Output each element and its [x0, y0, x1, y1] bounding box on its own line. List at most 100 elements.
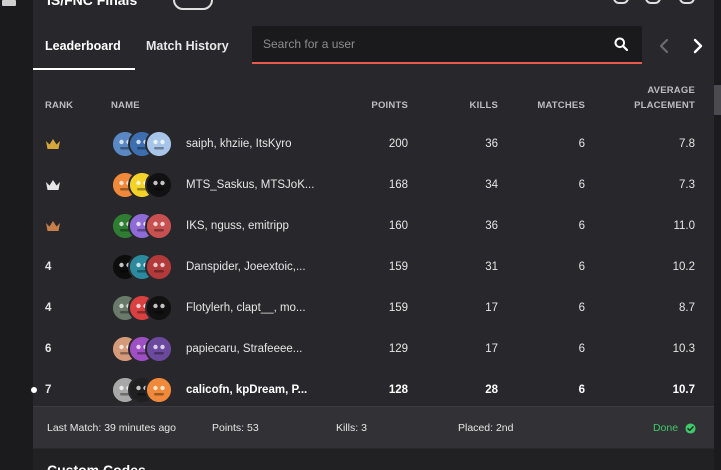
- chevron-left-icon[interactable]: [653, 34, 677, 58]
- avatar[interactable]: [145, 130, 173, 158]
- left-sidebar-strip: [0, 0, 33, 470]
- active-tab-underline: [33, 68, 135, 70]
- points-value: 159: [388, 302, 408, 314]
- user-search: [252, 26, 642, 64]
- team-avatars: [111, 130, 173, 158]
- current-user-indicator: [31, 387, 37, 393]
- avatar[interactable]: [145, 171, 173, 199]
- search-input[interactable]: [263, 26, 603, 62]
- team-avatars: [111, 376, 173, 404]
- points-value: 129: [388, 343, 408, 355]
- matches-value: 6: [578, 302, 585, 314]
- last-match-points: Points: 53: [212, 422, 259, 434]
- avatar[interactable]: [145, 335, 173, 363]
- average-placement-value: 7.8: [679, 138, 695, 150]
- team-names[interactable]: Danspider, Joeextoic,...: [186, 261, 306, 273]
- table-row[interactable]: 7 calicofn,: [31, 370, 714, 411]
- avatar-face-icon: [147, 378, 171, 402]
- avatar[interactable]: [145, 212, 173, 240]
- team-names[interactable]: Flotylerh, clapt__, mo...: [186, 302, 306, 314]
- crown-icon: [46, 221, 60, 231]
- avatar-face-icon: [147, 173, 171, 197]
- table-row[interactable]: 6 papiecaru: [33, 329, 714, 370]
- rank-number: 4: [45, 302, 52, 314]
- team-names[interactable]: IKS, nguss, emitripp: [186, 220, 289, 232]
- avatar[interactable]: [145, 253, 173, 281]
- team-names[interactable]: MTS_Saskus, MTSJoK...: [186, 179, 315, 191]
- kills-value: 36: [485, 220, 498, 232]
- avatar[interactable]: [145, 376, 173, 404]
- column-name[interactable]: NAME: [111, 100, 140, 111]
- average-placement-value: 7.3: [679, 179, 695, 191]
- column-average-line2: PLACEMENT: [634, 100, 695, 111]
- avatar-face-icon: [147, 337, 171, 361]
- match-status-label: Done: [652, 422, 679, 434]
- avatar-face-icon: [147, 132, 171, 156]
- column-kills[interactable]: KILLS: [469, 100, 498, 111]
- sidebar-glyph-icon[interactable]: [2, 0, 16, 6]
- crown-icon: [46, 139, 60, 149]
- crown-icon: [46, 180, 60, 190]
- team-names[interactable]: saiph, khziie, ItsKyro: [186, 138, 292, 150]
- column-matches[interactable]: MATCHES: [537, 100, 585, 111]
- panel-title: IS/FNC Finals: [47, 0, 138, 8]
- table-row[interactable]: 4 Flotylerh: [33, 288, 714, 329]
- scrollbar-thumb[interactable]: [714, 85, 721, 115]
- team-avatars: [111, 212, 173, 240]
- kills-value: 34: [485, 179, 498, 191]
- rank-number: 6: [45, 343, 52, 355]
- average-placement-value: 10.3: [672, 343, 695, 355]
- team-avatars: [111, 335, 173, 363]
- kills-value: 31: [485, 261, 498, 273]
- team-avatars: [111, 171, 173, 199]
- table-row[interactable]: 4 Danspider: [33, 247, 714, 288]
- avatar-face-icon: [147, 296, 171, 320]
- team-avatars: [111, 294, 173, 322]
- tab-leaderboard-label: Leaderboard: [45, 39, 121, 53]
- expand-icon[interactable]: [679, 0, 695, 4]
- rank-number: 7: [45, 384, 52, 396]
- avatar[interactable]: [145, 294, 173, 322]
- match-status: Done: [653, 407, 696, 449]
- check-circle-icon: [685, 423, 696, 434]
- team-names[interactable]: calicofn, kpDream, P...: [186, 384, 308, 396]
- share-icon[interactable]: [645, 0, 661, 4]
- table-header: RANK NAME POINTS KILLS MATCHES AVERAGE P…: [33, 78, 714, 118]
- table-row[interactable]: MTS_Saskus, MTSJoK... 168 34 6 7.3: [33, 165, 714, 206]
- leaderboard-panel: IS/FNC Finals Leaderboard Match History: [31, 0, 714, 470]
- rank-number: 4: [45, 261, 52, 273]
- panel-header: IS/FNC Finals: [33, 0, 714, 12]
- scrollbar-track[interactable]: [714, 0, 721, 470]
- player-count-badge: [173, 0, 213, 10]
- team-avatars: [111, 253, 173, 281]
- refresh-icon[interactable]: [613, 0, 629, 4]
- team-names[interactable]: papiecaru, Strafeeee...: [186, 343, 303, 355]
- average-placement-value: 10.7: [672, 384, 695, 396]
- avatar-face-icon: [147, 214, 171, 238]
- matches-value: 6: [578, 138, 585, 150]
- tab-leaderboard[interactable]: Leaderboard: [33, 26, 135, 70]
- last-match-bar: Last Match: 39 minutes ago Points: 53 Ki…: [33, 406, 714, 448]
- points-value: 200: [388, 138, 408, 150]
- points-value: 160: [388, 220, 408, 232]
- points-value: 168: [388, 179, 408, 191]
- column-rank[interactable]: RANK: [45, 100, 74, 111]
- column-points[interactable]: POINTS: [371, 100, 408, 111]
- table-row[interactable]: IKS, nguss, emitripp 160 36 6 11.0: [33, 206, 714, 247]
- next-section-heading: Custom Codes: [47, 462, 146, 470]
- table-row[interactable]: saiph, khziie, ItsKyro 200 36 6 7.8: [33, 124, 714, 165]
- matches-value: 6: [578, 384, 585, 396]
- tab-bar: Leaderboard Match History: [33, 26, 714, 70]
- average-placement-value: 8.7: [679, 302, 695, 314]
- average-placement-value: 11.0: [673, 220, 695, 232]
- next-section: Custom Codes: [33, 449, 714, 470]
- chevron-right-icon[interactable]: [685, 34, 709, 58]
- points-value: 159: [388, 261, 408, 273]
- matches-value: 6: [578, 343, 585, 355]
- kills-value: 17: [485, 302, 498, 314]
- last-match-time: Last Match: 39 minutes ago: [47, 422, 176, 434]
- points-value: 128: [388, 384, 408, 396]
- kills-value: 17: [485, 343, 498, 355]
- tab-match-history[interactable]: Match History: [146, 26, 241, 70]
- search-icon[interactable]: [614, 37, 628, 51]
